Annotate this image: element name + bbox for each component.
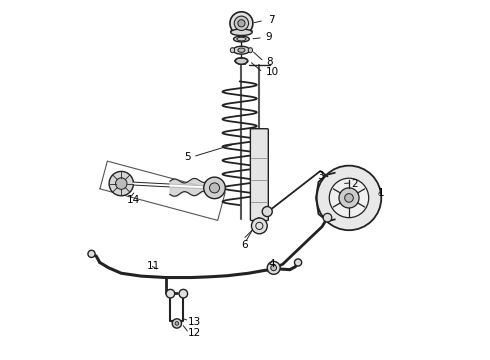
Circle shape bbox=[179, 289, 188, 298]
Circle shape bbox=[329, 178, 368, 218]
Circle shape bbox=[323, 213, 332, 222]
Circle shape bbox=[210, 183, 220, 193]
FancyBboxPatch shape bbox=[250, 129, 269, 221]
Ellipse shape bbox=[238, 48, 245, 52]
Circle shape bbox=[230, 12, 253, 35]
Circle shape bbox=[267, 261, 280, 274]
Circle shape bbox=[109, 171, 133, 196]
Text: 7: 7 bbox=[269, 15, 275, 26]
Circle shape bbox=[317, 166, 381, 230]
Ellipse shape bbox=[248, 48, 252, 53]
Circle shape bbox=[294, 259, 302, 266]
Circle shape bbox=[238, 20, 245, 27]
Circle shape bbox=[116, 178, 127, 189]
Text: 6: 6 bbox=[242, 239, 248, 249]
Circle shape bbox=[204, 177, 225, 199]
Circle shape bbox=[339, 188, 359, 208]
Ellipse shape bbox=[233, 46, 250, 54]
Text: 11: 11 bbox=[147, 261, 160, 271]
Text: 1: 1 bbox=[378, 188, 384, 198]
Ellipse shape bbox=[235, 58, 248, 64]
Circle shape bbox=[271, 265, 276, 271]
Text: 10: 10 bbox=[266, 67, 279, 77]
Text: 3: 3 bbox=[317, 171, 323, 181]
Ellipse shape bbox=[234, 36, 249, 42]
Text: 12: 12 bbox=[188, 328, 201, 338]
Text: 14: 14 bbox=[126, 195, 140, 205]
Text: 4: 4 bbox=[269, 259, 275, 269]
Circle shape bbox=[344, 194, 353, 202]
Circle shape bbox=[166, 289, 175, 298]
Ellipse shape bbox=[231, 29, 252, 36]
Ellipse shape bbox=[230, 48, 235, 53]
Text: 9: 9 bbox=[266, 32, 272, 42]
Text: 13: 13 bbox=[188, 317, 201, 327]
Circle shape bbox=[251, 218, 267, 234]
Circle shape bbox=[262, 207, 272, 217]
Circle shape bbox=[88, 250, 95, 257]
Text: 5: 5 bbox=[184, 152, 191, 162]
Text: 8: 8 bbox=[267, 57, 273, 67]
Text: 2: 2 bbox=[351, 179, 357, 189]
Circle shape bbox=[175, 321, 179, 325]
Circle shape bbox=[234, 16, 248, 31]
Circle shape bbox=[172, 319, 181, 328]
